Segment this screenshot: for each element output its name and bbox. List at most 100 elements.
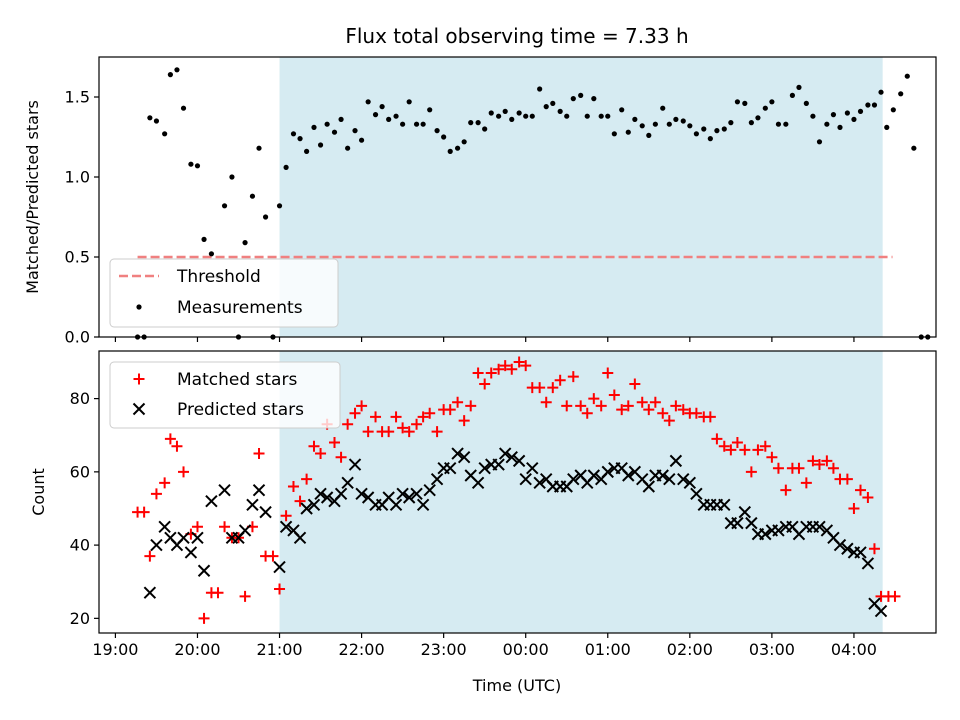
measurement-point [564,113,570,119]
measurement-point [783,121,789,127]
measurement-point [652,121,658,127]
matched-star-point [274,583,286,595]
measurements-series [134,67,931,340]
predicted-star-point [498,447,512,460]
matched-star-point [253,448,265,460]
predicted-star-point [718,498,731,512]
predicted-star-point [177,531,190,544]
matched-star-point [807,455,819,467]
predicted-star-point [519,472,532,486]
matched-star-point [575,400,587,412]
predicted-star-point [197,564,211,577]
predicted-star-point [861,557,875,570]
measurement-point [748,120,754,126]
measurement-point [420,121,426,127]
predicted-star-point [293,531,307,544]
matched-star-point [608,389,620,401]
predicted-star-point [854,546,867,559]
matched-star-point [739,444,751,456]
axes-frame [98,56,937,338]
measurement-point [229,174,235,180]
matched-star-point [159,477,171,489]
measurement-point [249,193,256,199]
matched-star-point [280,510,292,522]
legend-threshold-label: Threshold [176,267,261,287]
measurement-point [358,137,365,143]
matched-star-point [534,382,546,394]
measurement-point [789,92,795,98]
matched-star-point [424,407,436,419]
matched-star-point [520,360,532,372]
predicted-star-point [601,465,614,479]
x-axis-label: Time (UTC) [472,676,561,695]
measurement-point [550,100,556,106]
measurement-point [707,136,713,142]
predicted-star-point [874,604,888,618]
predicted-star-point [587,469,601,482]
matched-star-point [239,590,251,602]
predicted-star-point [320,491,334,504]
matched-star-point [397,422,409,434]
matched-star-point [540,396,552,408]
legend-predicted-label: Predicted stars [177,400,304,420]
measurement-point [529,113,535,119]
measurement-point [352,128,358,134]
bottom-axes: 20 40 60 80 19:00 20:00 21:00 22:00 23:00 00:00 01… [70,350,937,659]
top-panel: 0.0 0.5 1.0 1.5 Matched/Predicted stars Thr… [23,56,937,347]
predicted-star-point [410,487,423,501]
matched-star-point [138,506,150,518]
matched-star-point [793,462,805,474]
predicted-star-point [492,458,505,471]
predicted-star-point [663,472,676,486]
predicted-star-point [772,524,785,537]
predicted-stars-series [143,447,888,618]
matched-star-point [267,550,279,562]
measurement-point [632,116,638,122]
measurement-point [180,105,187,111]
matched-star-point [622,400,634,412]
measurement-point [775,121,782,127]
predicted-star-point [246,498,259,512]
measurement-point [714,128,720,134]
measurement-point [578,92,584,98]
measurement-point [884,124,890,130]
measurement-point [188,161,194,167]
observing-window-band [279,351,883,633]
predicted-star-point [512,454,526,468]
matched-star-point [759,440,771,452]
measurement-point [911,145,917,151]
measurement-point [639,123,645,129]
predicted-star-point [813,520,826,533]
predicted-star-point [184,546,198,559]
predicted-star-point [451,447,464,460]
predicted-star-point [273,560,286,574]
measurement-point [174,67,180,73]
measurement-point [372,112,379,118]
matched-star-point [643,404,655,416]
matched-star-point [164,433,176,445]
matched-star-point [602,367,614,379]
y-tick-label: 0.5 [65,248,90,267]
legend-predicted-swatch [132,402,146,416]
axes-frame [98,350,937,634]
predicted-star-point [505,451,518,464]
matched-star-point [827,462,839,474]
measurement-point [153,118,160,124]
matched-star-point [417,411,429,423]
measurement-point [276,203,283,209]
bottom-y-axis-label: Count [29,468,48,516]
y-tick-label: 1.0 [65,168,90,187]
matched-star-point [390,411,402,423]
predicted-star-point [478,461,491,475]
predicted-star-point [745,516,758,530]
measurement-point [488,110,494,116]
matched-star-point [868,543,880,555]
matched-star-point [855,484,867,496]
bottom-legend: Matched stars Predicted stars [109,361,341,429]
measurement-point [898,91,904,97]
matched-star-point [144,550,156,562]
predicted-star-point [669,454,683,468]
measurement-point [441,134,447,140]
matched-star-point [452,396,464,408]
measurement-point [147,115,153,121]
